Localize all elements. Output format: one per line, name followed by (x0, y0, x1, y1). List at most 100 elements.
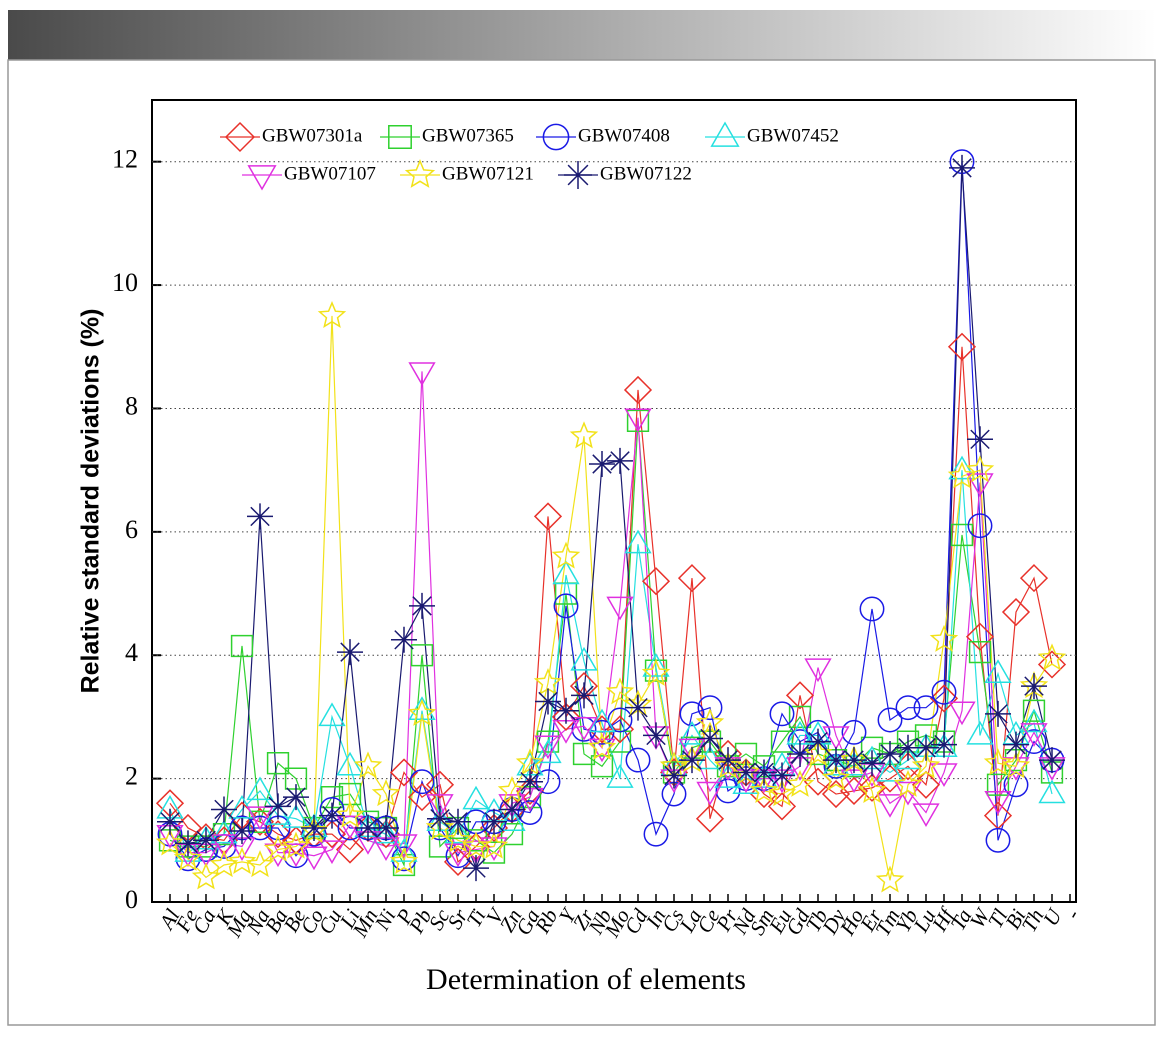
y-tick-label: 12 (112, 145, 138, 174)
marker (821, 779, 851, 809)
marker (230, 634, 254, 658)
marker (607, 447, 633, 474)
marker (751, 759, 777, 786)
marker (572, 742, 596, 766)
marker (338, 782, 362, 806)
marker (661, 762, 687, 789)
marker (211, 796, 237, 823)
plot-area (151, 99, 1077, 903)
marker (210, 819, 238, 844)
marker (966, 473, 994, 497)
marker (1038, 779, 1066, 804)
marker (678, 738, 706, 763)
marker (479, 831, 509, 859)
y-tick-label: 2 (125, 762, 138, 791)
marker (769, 762, 795, 789)
marker (1037, 643, 1067, 671)
marker (931, 679, 957, 705)
marker (266, 752, 290, 775)
marker (210, 834, 238, 858)
marker (912, 803, 940, 828)
marker (245, 850, 275, 878)
marker (857, 773, 887, 802)
marker (570, 646, 598, 671)
marker (569, 421, 599, 449)
marker (247, 503, 273, 530)
marker (606, 764, 634, 788)
marker (571, 716, 597, 742)
marker (444, 819, 472, 844)
marker (877, 707, 903, 733)
marker (481, 808, 507, 835)
marker (967, 426, 993, 453)
marker (1039, 747, 1065, 774)
marker (860, 736, 884, 759)
marker (553, 697, 579, 724)
marker (822, 751, 850, 776)
legend-marker (404, 159, 436, 188)
marker (227, 846, 257, 874)
marker (571, 682, 597, 709)
marker (911, 751, 941, 779)
marker (624, 408, 652, 433)
legend-label: GBW07121 (442, 163, 534, 184)
marker (301, 814, 327, 841)
marker (876, 794, 904, 818)
marker (193, 827, 219, 854)
marker (985, 700, 1011, 727)
marker (391, 626, 417, 653)
marker (859, 750, 885, 777)
y-tick-label: 8 (125, 391, 138, 420)
marker (353, 751, 383, 779)
marker (1022, 699, 1046, 722)
marker (318, 702, 346, 727)
marker (894, 745, 922, 770)
marker (823, 747, 849, 774)
x-axis-label: Determination of elements (426, 963, 746, 996)
marker (1021, 673, 1047, 700)
marker (282, 843, 310, 868)
marker (319, 797, 345, 822)
legend-label: GBW07107 (284, 163, 376, 184)
marker (534, 739, 562, 764)
marker (300, 846, 328, 871)
marker (803, 738, 833, 767)
legend-marker (247, 165, 277, 191)
marker (697, 725, 723, 752)
frame (7, 59, 1156, 1026)
marker (605, 677, 635, 705)
marker (337, 639, 363, 666)
marker (587, 732, 617, 760)
marker (551, 702, 581, 731)
marker (913, 695, 939, 721)
marker (895, 695, 921, 721)
marker (589, 450, 615, 477)
marker (1003, 731, 1029, 758)
marker (769, 701, 795, 727)
marker (876, 757, 904, 782)
series-line (169, 470, 1053, 854)
marker (390, 838, 418, 862)
marker (750, 764, 778, 788)
marker (407, 783, 437, 812)
marker (929, 684, 959, 713)
marker (335, 800, 365, 828)
marker (947, 332, 977, 361)
marker (913, 734, 939, 761)
marker (157, 808, 183, 835)
marker (679, 701, 705, 727)
marker (679, 747, 705, 774)
marker (211, 834, 237, 859)
marker (967, 513, 993, 539)
legend-marker (388, 125, 412, 149)
marker (536, 730, 560, 753)
marker (715, 747, 741, 774)
marker (553, 593, 579, 619)
marker (1001, 597, 1031, 627)
marker (317, 300, 347, 329)
marker (392, 853, 416, 877)
marker (929, 624, 959, 652)
marker (390, 834, 418, 858)
marker (950, 523, 974, 547)
